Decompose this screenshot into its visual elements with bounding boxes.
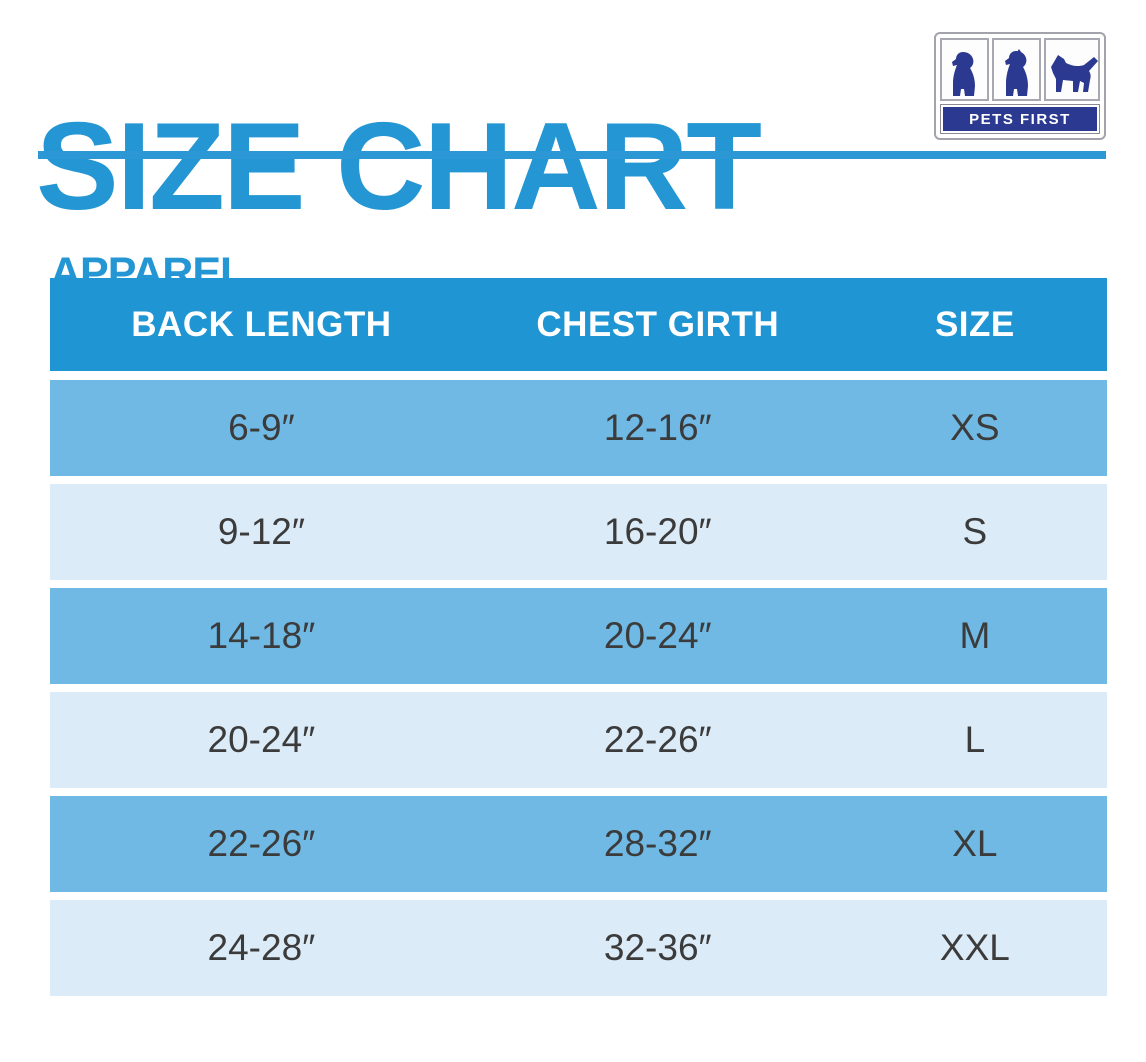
- cell-chest-girth: 20-24″: [603, 615, 712, 656]
- cell-back-length: 20-24″: [207, 719, 316, 760]
- table-header-row: BACK LENGTH CHEST GIRTH SIZE: [50, 278, 1107, 371]
- cell-chest-girth: 12-16″: [603, 407, 712, 448]
- sitting-dog-icon: [947, 50, 983, 99]
- table-row-xxl: 24-28″ 32-36″ XXL: [50, 900, 1107, 996]
- logo-panel-1: [940, 38, 989, 101]
- cell-chest-girth: 16-20″: [603, 511, 712, 552]
- title-underline: [38, 151, 1106, 159]
- logo-dog-panels: [940, 38, 1100, 101]
- cell-chest-girth: 22-26″: [603, 719, 712, 760]
- cell-size: XS: [950, 407, 1000, 448]
- cell-size: S: [962, 511, 988, 552]
- sitting-dog-icon: [999, 48, 1035, 99]
- cell-size: M: [959, 615, 991, 656]
- table-row-m: 14-18″ 20-24″ M: [50, 588, 1107, 684]
- pets-first-logo: PETS FIRST: [934, 32, 1106, 140]
- cell-back-length: 6-9″: [228, 407, 295, 448]
- cell-back-length: 24-28″: [207, 927, 316, 968]
- standing-dog-icon: [1046, 54, 1098, 99]
- column-header-chest-girth: CHEST GIRTH: [536, 304, 780, 344]
- cell-chest-girth: 28-32″: [603, 823, 712, 864]
- page-title: SIZE CHART: [36, 98, 762, 237]
- cell-size: XXL: [939, 927, 1010, 968]
- logo-panel-2: [992, 38, 1041, 101]
- logo-panel-3: [1044, 38, 1100, 101]
- cell-chest-girth: 32-36″: [603, 927, 712, 968]
- table-row-l: 20-24″ 22-26″ L: [50, 692, 1107, 788]
- column-header-back-length: BACK LENGTH: [131, 304, 392, 344]
- cell-back-length: 22-26″: [207, 823, 316, 864]
- table-row-xs: 6-9″ 12-16″ XS: [50, 380, 1107, 476]
- logo-brand-text: PETS FIRST: [940, 104, 1100, 134]
- column-header-size: SIZE: [934, 304, 1015, 344]
- table-row-xl: 22-26″ 28-32″ XL: [50, 796, 1107, 892]
- cell-size: XL: [952, 823, 998, 864]
- cell-back-length: 14-18″: [207, 615, 316, 656]
- apparel-size-table: BACK LENGTH CHEST GIRTH SIZE 6-9″ 12-16″…: [50, 278, 1107, 996]
- cell-size: L: [964, 719, 986, 760]
- cell-back-length: 9-12″: [217, 511, 305, 552]
- table-row-s: 9-12″ 16-20″ S: [50, 484, 1107, 580]
